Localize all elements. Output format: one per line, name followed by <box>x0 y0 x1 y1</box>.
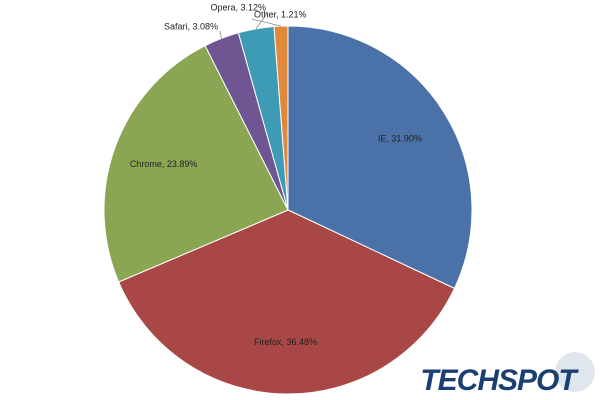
logo-globe <box>555 352 595 392</box>
data-label: IE, 31.90% <box>378 133 422 143</box>
pie-slice <box>118 209 456 395</box>
leader-line <box>219 30 222 39</box>
data-label: Opera, 3.12% <box>210 2 266 12</box>
pie-slice <box>273 25 289 211</box>
data-label: Safari, 3.08% <box>164 21 218 31</box>
leader-line <box>251 18 282 27</box>
leader-line <box>255 11 269 30</box>
data-label: Chrome, 23.89% <box>130 159 198 169</box>
pie-slice <box>287 25 473 290</box>
watermark: TECHSPOT <box>420 364 579 397</box>
pie-slice <box>103 45 289 283</box>
data-label: Firefox, 36.48% <box>254 337 317 347</box>
data-label: Other, 1.21% <box>254 9 307 19</box>
